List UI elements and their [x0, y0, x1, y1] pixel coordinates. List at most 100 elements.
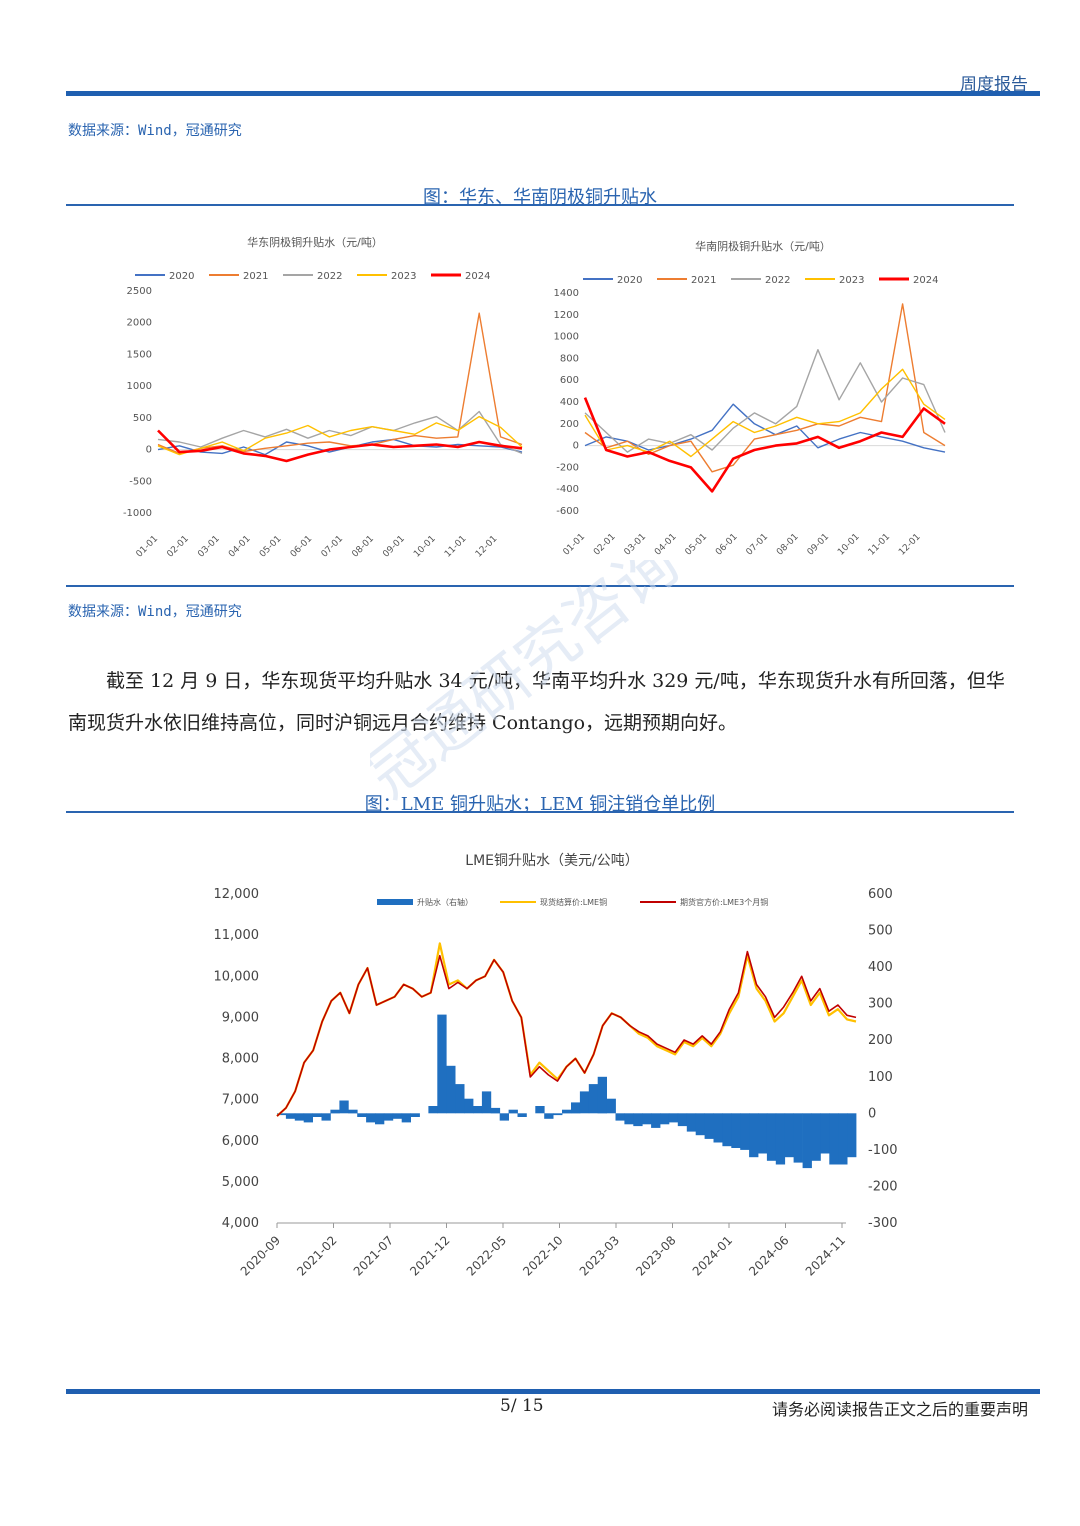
y-right-tick-label: 0 [868, 1106, 876, 1121]
y-tick-label: 200 [560, 419, 579, 430]
legend-label-2023: 2023 [391, 271, 416, 282]
x-tick-label: 2020-09 [238, 1233, 283, 1278]
y-tick-label: 1000 [127, 381, 152, 392]
legend-label-2023: 2023 [839, 275, 864, 286]
y-tick-label: -500 [129, 476, 152, 487]
y-right-tick-label: -200 [868, 1179, 898, 1194]
report-type: 周度报告 [960, 75, 1028, 95]
y-left-tick-label: 10,000 [214, 969, 260, 984]
x-tick-label: 06-01 [289, 534, 315, 560]
footer-rule [66, 1389, 1040, 1394]
y-right-tick-label: -100 [868, 1143, 898, 1158]
y-left-tick-label: 11,000 [214, 928, 260, 943]
legend-label-2022: 2022 [317, 271, 342, 282]
legend-label-2024: 2024 [913, 275, 938, 286]
chart-east-china: 华东阴极铜升贴水（元/吨） 2020 2021 2022 2023 2024 2500 200… [123, 235, 523, 560]
premium-bar [428, 1106, 438, 1114]
x-tick-label: 01-01 [135, 534, 161, 560]
y-tick-label: 0 [573, 441, 579, 452]
x-tick-label: 11-01 [867, 532, 893, 558]
premium-bar [668, 1113, 679, 1123]
premium-bar [606, 1098, 616, 1114]
series-line-2022 [584, 348, 946, 453]
premium-bar [437, 1014, 447, 1114]
premium-bar [775, 1113, 786, 1165]
premium-bar [285, 1113, 296, 1119]
y-tick-label: 2000 [127, 318, 152, 329]
x-tick-label: 12-01 [474, 534, 500, 560]
y-right-tick-label: 100 [868, 1070, 893, 1085]
legend-label-0: 升贴水（右轴） [417, 897, 473, 907]
premium-bar [642, 1113, 652, 1125]
y-right-tick-label: 500 [868, 924, 893, 939]
x-tick-label: 07-01 [320, 534, 346, 560]
y-tick-label: -1000 [123, 508, 152, 519]
premium-bar [330, 1109, 340, 1114]
legend-swatch-premium [377, 899, 413, 905]
y-tick-label: 800 [560, 353, 579, 364]
series-line-2024 [157, 429, 523, 463]
premium-bar [749, 1113, 759, 1158]
chart-title: 华南阴极铜升贴水（元/吨） [695, 239, 831, 253]
x-tick-label: 03-01 [196, 534, 222, 560]
legend-label-2024: 2024 [465, 271, 490, 282]
premium-bar [740, 1113, 750, 1150]
x-tick-label: 2021-02 [294, 1233, 339, 1278]
body-paragraph: 截至 12 月 9 日，华东现货平均升贴水 34 元/吨，华南平均升水 329 … [68, 660, 1018, 744]
x-tick-label: 2022-10 [520, 1233, 565, 1278]
premium-bar [624, 1113, 634, 1125]
chart-title: 华东阴极铜升贴水（元/吨） [247, 235, 383, 249]
y-left-tick-label: 7,000 [222, 1093, 259, 1108]
legend-label-1: 现货结算价:LME铜 [540, 897, 607, 907]
premium-bar [464, 1098, 474, 1114]
premium-bar [677, 1113, 688, 1127]
spot-price-line [276, 942, 857, 1117]
x-tick-label: 2024-06 [746, 1233, 791, 1278]
x-tick-label: 2023-03 [577, 1233, 622, 1278]
legend-label-2020: 2020 [617, 275, 642, 286]
premium-bar [847, 1113, 857, 1158]
figure1-source-note: 数据来源：Wind，冠通研究 [68, 604, 242, 620]
premium-bar [455, 1084, 465, 1114]
x-tick-label: 03-01 [623, 532, 649, 558]
top-source-note: 数据来源：Wind，冠通研究 [68, 123, 242, 139]
x-tick-label: 10-01 [836, 532, 862, 558]
premium-bar [357, 1113, 367, 1117]
premium-bar [588, 1084, 599, 1114]
figure2-title: 图：LME 铜升贴水；LEM 铜注销仓单比例 [364, 794, 716, 815]
x-tick-label: 2023-08 [633, 1233, 678, 1278]
legend-label-2021: 2021 [243, 271, 268, 282]
x-tick-label: 2024-01 [690, 1233, 735, 1278]
premium-bar [375, 1113, 385, 1125]
premium-bar [366, 1113, 376, 1123]
premium-bar [517, 1113, 527, 1117]
y-tick-label: 600 [560, 375, 579, 386]
premium-bar [294, 1113, 305, 1121]
y-tick-label: 1000 [554, 332, 579, 343]
x-tick-label: 08-01 [350, 534, 376, 560]
premium-bar [579, 1091, 590, 1114]
premium-bar [660, 1113, 670, 1125]
premium-bar [633, 1113, 643, 1127]
chart-lme-premium: LME铜升贴水（美元/公吨） 升贴水（右轴） 现货结算价:LME铜 期货官方价:LME… [214, 853, 898, 1279]
x-tick-label: 2022-05 [464, 1233, 509, 1278]
x-tick-label: 05-01 [258, 534, 284, 560]
premium-bar [758, 1113, 768, 1154]
premium-bar [766, 1113, 777, 1161]
legend-label-2022: 2022 [765, 275, 790, 286]
figure1-top-rule [66, 204, 1014, 206]
y-tick-label: 1500 [127, 349, 152, 360]
premium-bar [553, 1113, 563, 1116]
y-right-tick-label: -300 [868, 1216, 898, 1231]
premium-bar [651, 1113, 661, 1128]
y-right-tick-label: 300 [868, 997, 893, 1012]
y-right-tick-label: 600 [868, 887, 893, 902]
y-right-tick-label: 200 [868, 1033, 893, 1048]
premium-bar [544, 1113, 554, 1119]
x-tick-label: 2021-07 [351, 1233, 396, 1278]
x-tick-label: 2024-11 [803, 1233, 848, 1278]
footer-notice: 请务必阅读报告正文之后的重要声明 [771, 1400, 1028, 1419]
x-tick-label: 04-01 [227, 534, 253, 560]
paragraph-text: 截至 12 月 9 日，华东现货平均升贴水 34 元/吨，华南平均升水 329 … [68, 670, 1005, 734]
premium-bar [446, 1065, 456, 1114]
